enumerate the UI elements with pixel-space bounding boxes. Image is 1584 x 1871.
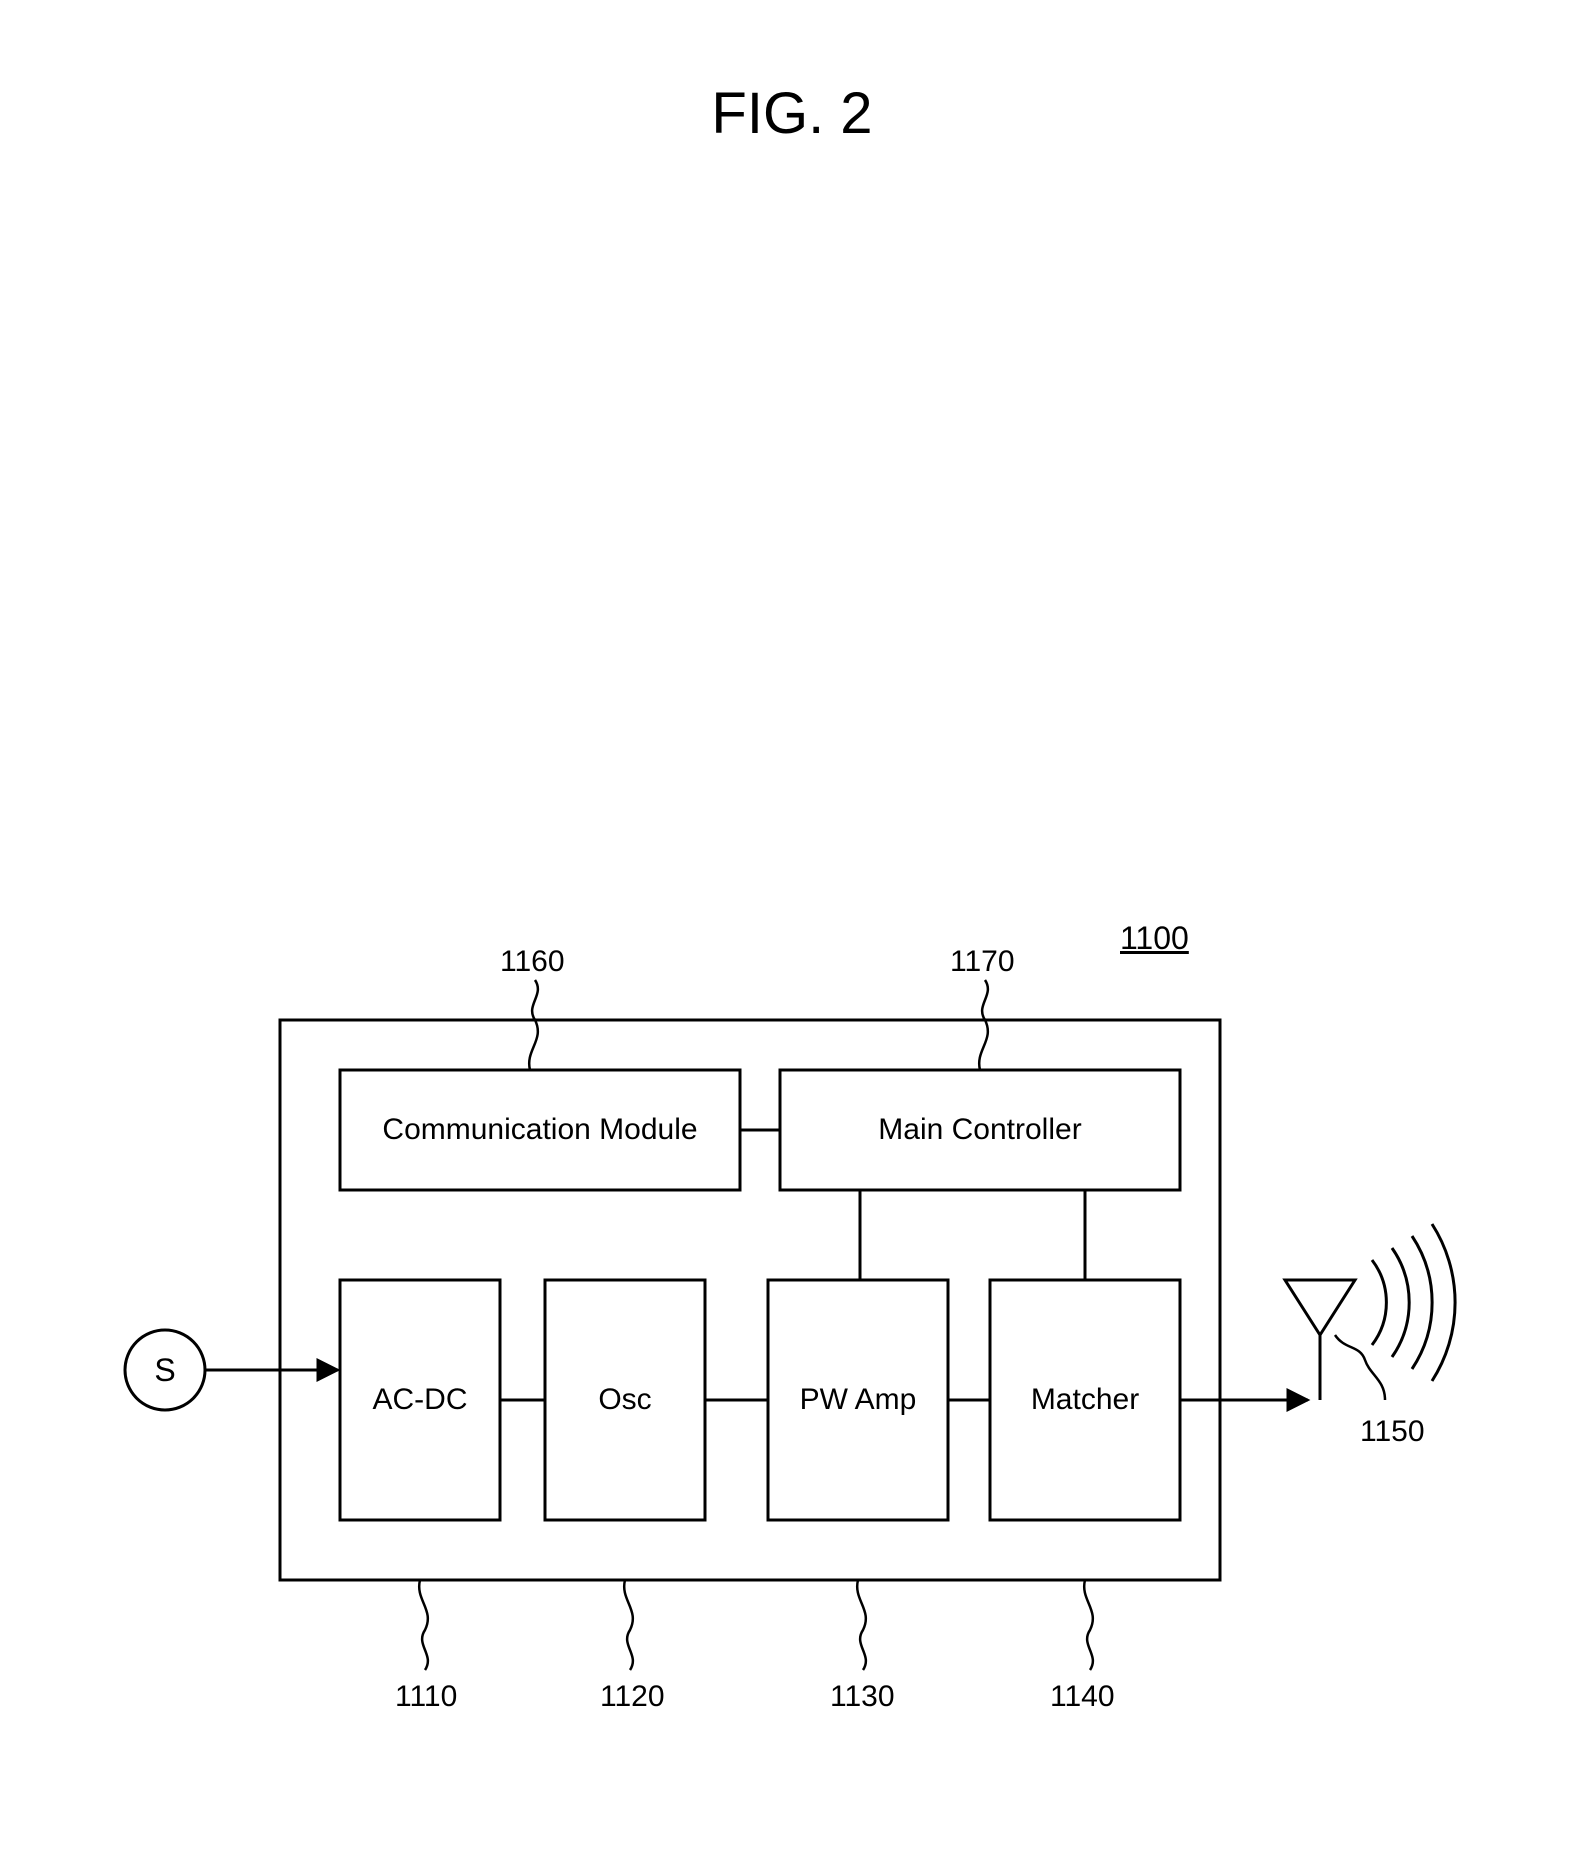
ref-1150: 1150 [1360, 1415, 1425, 1449]
source-label: S [145, 1352, 185, 1388]
osc-label: Osc [545, 1280, 705, 1520]
antenna-icon [1285, 1280, 1355, 1400]
matcher-label: Matcher [990, 1280, 1180, 1520]
leader-1160 [529, 980, 538, 1070]
leader-1120 [624, 1580, 633, 1670]
leader-1140 [1084, 1580, 1093, 1670]
ref-1170: 1170 [950, 945, 1015, 979]
comm-label: Communication Module [340, 1070, 740, 1190]
ref-1110: 1110 [395, 1680, 457, 1714]
leader-1110 [419, 1580, 428, 1670]
leader-1130 [857, 1580, 866, 1670]
ref-1120: 1120 [600, 1680, 665, 1714]
leader-1170 [979, 980, 988, 1070]
ref-1140: 1140 [1050, 1680, 1115, 1714]
antenna-waves [1372, 1224, 1455, 1381]
ref-1160: 1160 [500, 945, 565, 979]
leader-1150 [1335, 1335, 1385, 1400]
acdc-label: AC-DC [340, 1280, 500, 1520]
pwamp-label: PW Amp [768, 1280, 948, 1520]
ctrl-label: Main Controller [780, 1070, 1180, 1190]
diagram-svg [0, 0, 1584, 1871]
ref-1130: 1130 [830, 1680, 895, 1714]
